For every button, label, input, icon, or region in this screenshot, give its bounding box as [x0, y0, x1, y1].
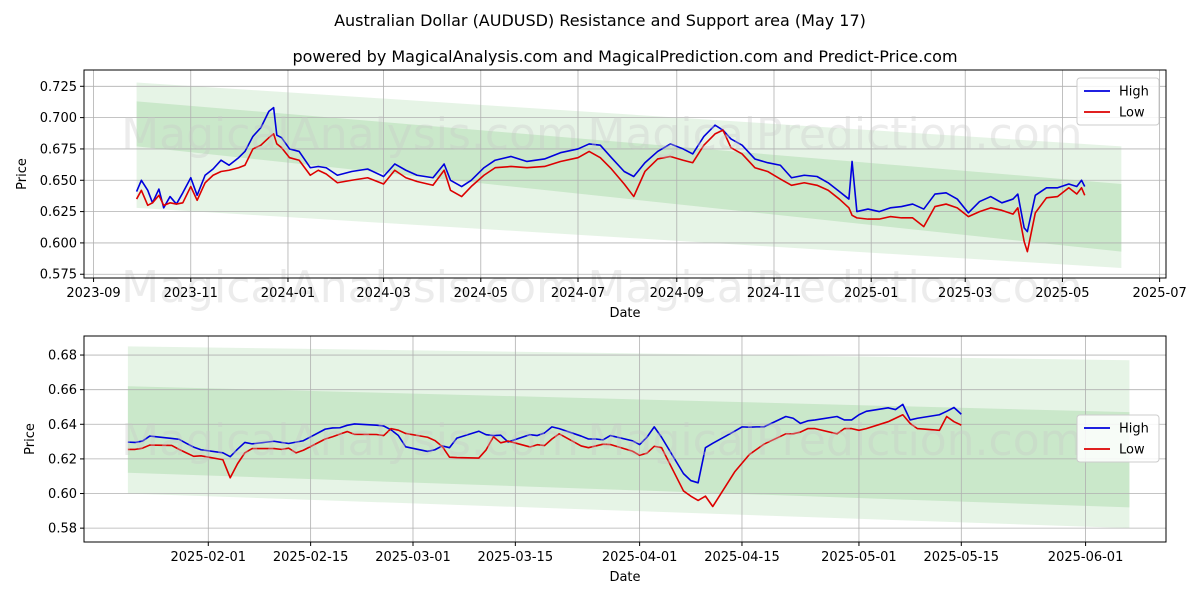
high-series-line — [135, 106, 1086, 233]
y-tick-label: 0.58 — [48, 522, 77, 537]
watermark-text: MagicalPrediction.com — [588, 262, 1083, 313]
y-tick-label: 0.60 — [48, 487, 77, 502]
inner-band — [136, 101, 1122, 252]
y-tick-label: 0.68 — [48, 349, 77, 364]
y-tick-label: 0.64 — [48, 418, 77, 433]
grid — [84, 336, 1166, 542]
legend-box — [1076, 77, 1160, 126]
y-tick-label: 0.625 — [40, 205, 77, 220]
x-tick-label: 2025-04-15 — [704, 550, 780, 565]
outer-band — [127, 346, 1130, 529]
high-legend-label: High — [1119, 85, 1149, 100]
watermark-text: MagicalAnalysis.com — [121, 415, 579, 466]
series-group — [135, 106, 1086, 253]
watermark-group: MagicalAnalysis.com MagicalPrediction.com — [121, 415, 1082, 466]
x-tick-label: 2023-09 — [66, 286, 120, 301]
low-legend-label: Low — [1119, 443, 1145, 458]
x-tick-label: 2024-09 — [650, 286, 704, 301]
watermark-group: MagicalAnalysis.com MagicalPrediction.com… — [121, 109, 1082, 313]
high-legend-label: High — [1119, 422, 1149, 437]
axis-ticks: 2023-09 2023-11 2024-01 2024-03 2024-05 2024-… — [40, 80, 1187, 301]
inner-band — [127, 386, 1130, 508]
outer-band — [136, 82, 1122, 268]
x-tick-label: 2024-11 — [747, 286, 801, 301]
x-tick-label: 2024-07 — [551, 286, 605, 301]
legend: High Low — [1076, 77, 1160, 126]
x-tick-label: 2025-05-01 — [821, 550, 897, 565]
watermark-text: MagicalAnalysis.com — [121, 262, 579, 313]
x-tick-label: 2025-03-15 — [478, 550, 554, 565]
legend: High Low — [1076, 414, 1160, 463]
series-group — [127, 403, 962, 508]
y-tick-label: 0.575 — [40, 268, 77, 283]
top-chart-panel: MagicalAnalysis.com MagicalPrediction.com… — [15, 69, 1187, 321]
x-tick-label: 2025-01 — [844, 286, 898, 301]
high-series-line — [127, 403, 962, 484]
x-tick-label: 2025-02-15 — [273, 550, 349, 565]
y-tick-label: 0.700 — [40, 111, 77, 126]
grid — [84, 70, 1166, 278]
watermark-text: MagicalPrediction.com — [588, 109, 1083, 160]
watermark-text: MagicalAnalysis.com — [121, 109, 579, 160]
x-tick-label: 2025-06-01 — [1048, 550, 1124, 565]
x-tick-label: 2025-05 — [1035, 286, 1089, 301]
band-group — [136, 82, 1122, 268]
x-tick-label: 2024-01 — [261, 286, 315, 301]
x-tick-label: 2024-05 — [454, 286, 508, 301]
x-tick-label: 2025-02-01 — [171, 550, 247, 565]
x-tick-label: 2024-03 — [356, 286, 410, 301]
x-tick-label: 2025-03 — [938, 286, 992, 301]
legend-box — [1076, 414, 1160, 463]
y-tick-label: 0.62 — [48, 452, 77, 467]
y-tick-label: 0.675 — [40, 142, 77, 157]
chart-subtitle: powered by MagicalAnalysis.com and Magic… — [292, 47, 957, 66]
low-series-line — [135, 129, 1086, 253]
y-tick-label: 0.600 — [40, 236, 77, 251]
x-axis-label: Date — [609, 306, 640, 321]
x-tick-label: 2025-05-15 — [924, 550, 1000, 565]
y-tick-label: 0.66 — [48, 383, 77, 398]
low-legend-label: Low — [1119, 106, 1145, 121]
bottom-chart-panel: MagicalAnalysis.com MagicalPrediction.com… — [23, 335, 1167, 585]
plot-frame — [83, 335, 1167, 543]
x-tick-label: 2025-07 — [1132, 286, 1186, 301]
watermark-text: MagicalPrediction.com — [588, 415, 1083, 466]
x-tick-label: 2025-03-01 — [375, 550, 451, 565]
y-tick-label: 0.725 — [40, 80, 77, 95]
y-axis-label: Price — [23, 423, 38, 455]
y-tick-label: 0.650 — [40, 174, 77, 189]
x-tick-label: 2025-04-01 — [602, 550, 678, 565]
y-axis-label: Price — [15, 158, 30, 190]
plot-frame — [83, 69, 1167, 279]
x-axis-label: Date — [609, 570, 640, 585]
chart-title: Australian Dollar (AUDUSD) Resistance an… — [334, 11, 866, 30]
band-group — [127, 346, 1130, 529]
x-tick-label: 2023-11 — [164, 286, 218, 301]
axis-ticks: 2025-02-01 2025-02-15 2025-03-01 2025-03-15… — [48, 349, 1123, 565]
low-series-line — [127, 413, 962, 508]
